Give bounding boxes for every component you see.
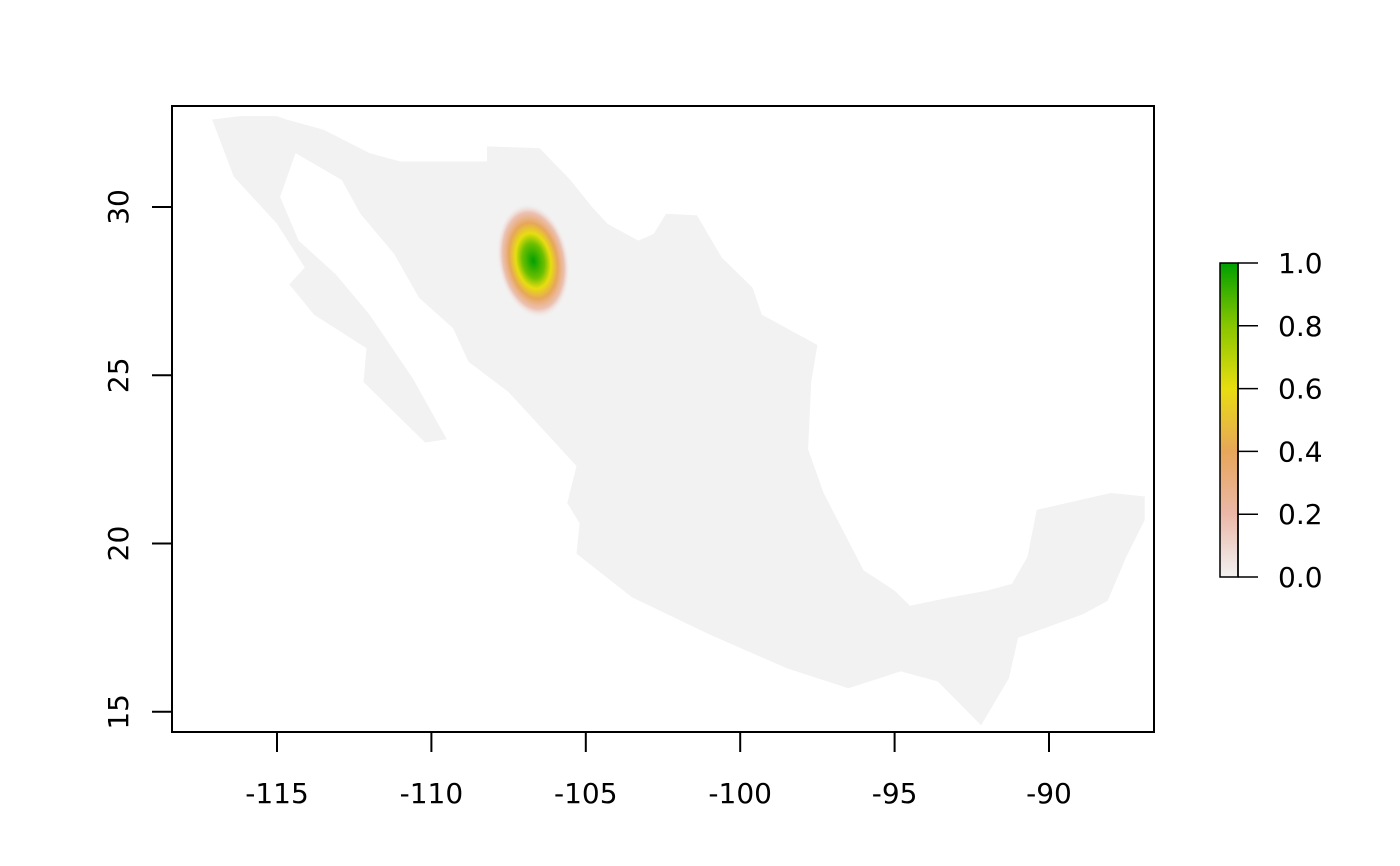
x-tick-label: -115 (245, 777, 309, 810)
x-axis: -115 -110 -105 -100 -95 -90 (245, 731, 1072, 810)
color-legend: 1.0 0.8 0.6 0.4 0.2 0.0 (1219, 247, 1323, 594)
x-tick-label: -100 (708, 777, 772, 810)
legend-colorbar (1219, 262, 1239, 578)
y-tick-label: 20 (102, 526, 135, 562)
x-tick-label: -90 (1026, 777, 1072, 810)
legend-tick-label: 1.0 (1278, 247, 1323, 280)
legend-tick-label: 0.8 (1278, 310, 1323, 343)
legend-tick-label: 0.6 (1278, 373, 1323, 406)
map-panel (212, 116, 1145, 726)
y-tick-label: 30 (102, 189, 135, 225)
legend-tick-label: 0.2 (1278, 498, 1323, 531)
suitability-hotspot (496, 203, 571, 319)
legend-tick-label: 0.4 (1278, 435, 1323, 468)
legend-tick-label: 0.0 (1278, 561, 1323, 594)
x-tick-label: -110 (400, 777, 464, 810)
hotspot-blob (496, 203, 571, 319)
y-axis: 15 20 25 30 (102, 189, 173, 730)
y-tick-label: 15 (102, 694, 135, 730)
mexico-region-shape (212, 116, 1145, 726)
x-tick-label: -105 (554, 777, 618, 810)
y-tick-label: 25 (102, 357, 135, 393)
x-tick-label: -95 (872, 777, 918, 810)
